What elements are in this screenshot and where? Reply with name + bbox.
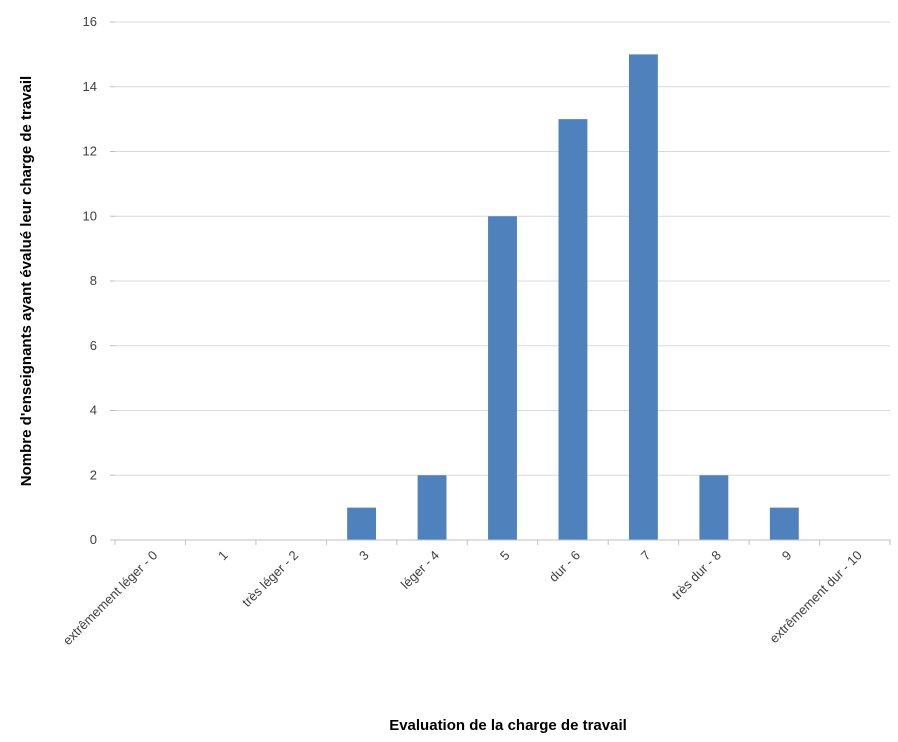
bar <box>558 119 588 540</box>
y-axis-title: Nombre d'enseignants ayant évalué leur c… <box>18 76 35 486</box>
y-tick-label: 12 <box>83 144 97 159</box>
bar <box>488 216 517 540</box>
y-tick-label: 6 <box>90 338 97 353</box>
y-tick-label: 8 <box>90 273 97 288</box>
bar <box>628 54 658 540</box>
x-tick-label: dur - 6 <box>546 548 583 585</box>
y-tick-label: 2 <box>90 467 97 482</box>
y-tick-label: 0 <box>90 532 97 547</box>
y-tick-label: 16 <box>83 14 97 29</box>
y-tick-label: 14 <box>83 79 97 94</box>
x-tick-label: extrêmement dur - 10 <box>766 548 864 646</box>
x-tick-label: très léger - 2 <box>239 548 301 610</box>
bars <box>347 54 799 540</box>
x-tick-label: 7 <box>638 548 654 564</box>
x-tick-label: 5 <box>497 548 513 564</box>
bar <box>417 475 447 540</box>
x-tick-label: 1 <box>215 548 231 564</box>
y-tick-label: 10 <box>83 208 97 223</box>
bar <box>699 475 729 540</box>
y-tick-label: 4 <box>90 403 97 418</box>
x-tick-label: léger - 4 <box>398 548 442 592</box>
bar <box>347 507 377 540</box>
x-tick-label: très dur - 8 <box>669 548 724 603</box>
y-tick-labels: 0 2 4 6 8 10 12 14 16 <box>83 14 97 547</box>
x-axis-title: Evaluation de la charge de travail <box>389 717 627 734</box>
axes <box>110 21 891 545</box>
bar <box>769 507 799 540</box>
x-tick-label: 3 <box>356 548 372 564</box>
x-tick-label: extrêmement léger - 0 <box>60 548 161 649</box>
x-tick-label: 9 <box>779 548 795 564</box>
x-tick-labels: extrêmement léger - 0 1 très léger - 2 3 lég… <box>60 548 865 649</box>
